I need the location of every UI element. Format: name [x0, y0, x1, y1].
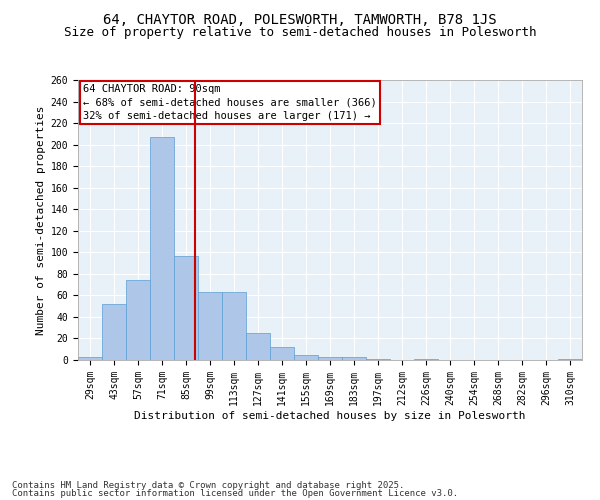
Bar: [102, 304, 126, 360]
Text: Contains public sector information licensed under the Open Government Licence v3: Contains public sector information licen…: [12, 488, 458, 498]
Bar: [342, 357, 366, 360]
Text: 64, CHAYTOR ROAD, POLESWORTH, TAMWORTH, B78 1JS: 64, CHAYTOR ROAD, POLESWORTH, TAMWORTH, …: [103, 12, 497, 26]
Text: Size of property relative to semi-detached houses in Polesworth: Size of property relative to semi-detach…: [64, 26, 536, 39]
Bar: [270, 347, 294, 360]
Bar: [222, 292, 246, 360]
Text: 64 CHAYTOR ROAD: 90sqm
← 68% of semi-detached houses are smaller (366)
32% of se: 64 CHAYTOR ROAD: 90sqm ← 68% of semi-det…: [83, 84, 377, 120]
Bar: [414, 359, 438, 360]
Bar: [150, 137, 174, 360]
Bar: [198, 292, 222, 360]
Bar: [558, 359, 582, 360]
Bar: [294, 354, 318, 360]
Text: Contains HM Land Registry data © Crown copyright and database right 2025.: Contains HM Land Registry data © Crown c…: [12, 481, 404, 490]
Bar: [318, 357, 342, 360]
Y-axis label: Number of semi-detached properties: Number of semi-detached properties: [37, 106, 46, 335]
Bar: [366, 359, 390, 360]
Bar: [78, 357, 102, 360]
Bar: [174, 256, 198, 360]
Bar: [126, 280, 150, 360]
Bar: [246, 333, 270, 360]
X-axis label: Distribution of semi-detached houses by size in Polesworth: Distribution of semi-detached houses by …: [134, 410, 526, 420]
